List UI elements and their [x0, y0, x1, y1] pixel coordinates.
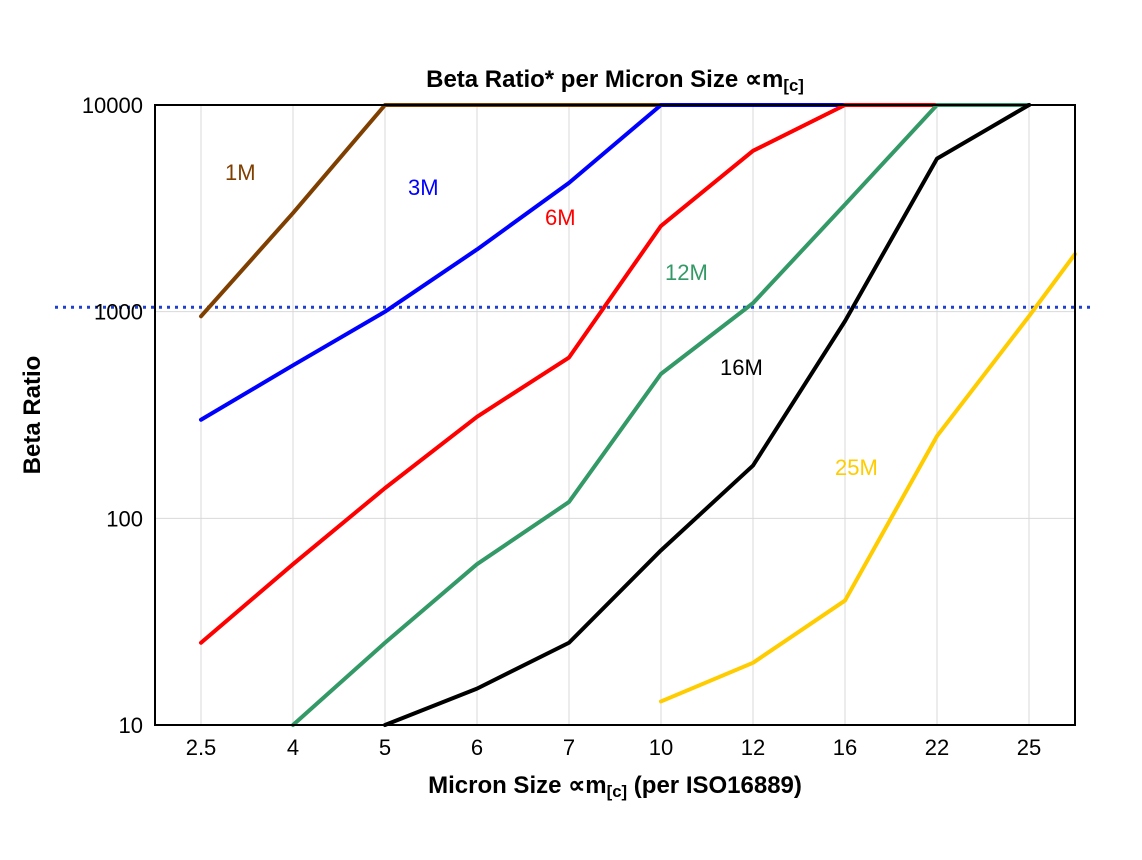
ytick-label: 10	[119, 713, 143, 738]
series-label-3M: 3M	[408, 175, 439, 200]
series-label-6M: 6M	[545, 205, 576, 230]
ytick-label: 10000	[82, 93, 143, 118]
xtick-label: 22	[925, 735, 949, 760]
series-label-12M: 12M	[665, 260, 708, 285]
xtick-label: 16	[833, 735, 857, 760]
ytick-label: 100	[106, 506, 143, 531]
y-axis-title: Beta Ratio	[19, 356, 46, 475]
series-label-16M: 16M	[720, 355, 763, 380]
ytick-label: 1000	[94, 300, 143, 325]
chart-title: Beta Ratio* per Micron Size ∝m[c]	[426, 66, 804, 95]
xtick-label: 5	[379, 735, 391, 760]
xtick-label: 12	[741, 735, 765, 760]
xtick-label: 6	[471, 735, 483, 760]
xtick-label: 7	[563, 735, 575, 760]
xtick-label: 10	[649, 735, 673, 760]
xtick-label: 25	[1017, 735, 1041, 760]
series-label-25M: 25M	[835, 455, 878, 480]
chart-background	[0, 0, 1142, 860]
beta-ratio-chart: 1M 3M 6M 12M 16M 25M 10 100 1000 10000 2.5 4 5 6 7 10 12…	[0, 0, 1142, 860]
series-label-1M: 1M	[225, 160, 256, 185]
xtick-label: 2.5	[186, 735, 217, 760]
xtick-label: 4	[287, 735, 299, 760]
